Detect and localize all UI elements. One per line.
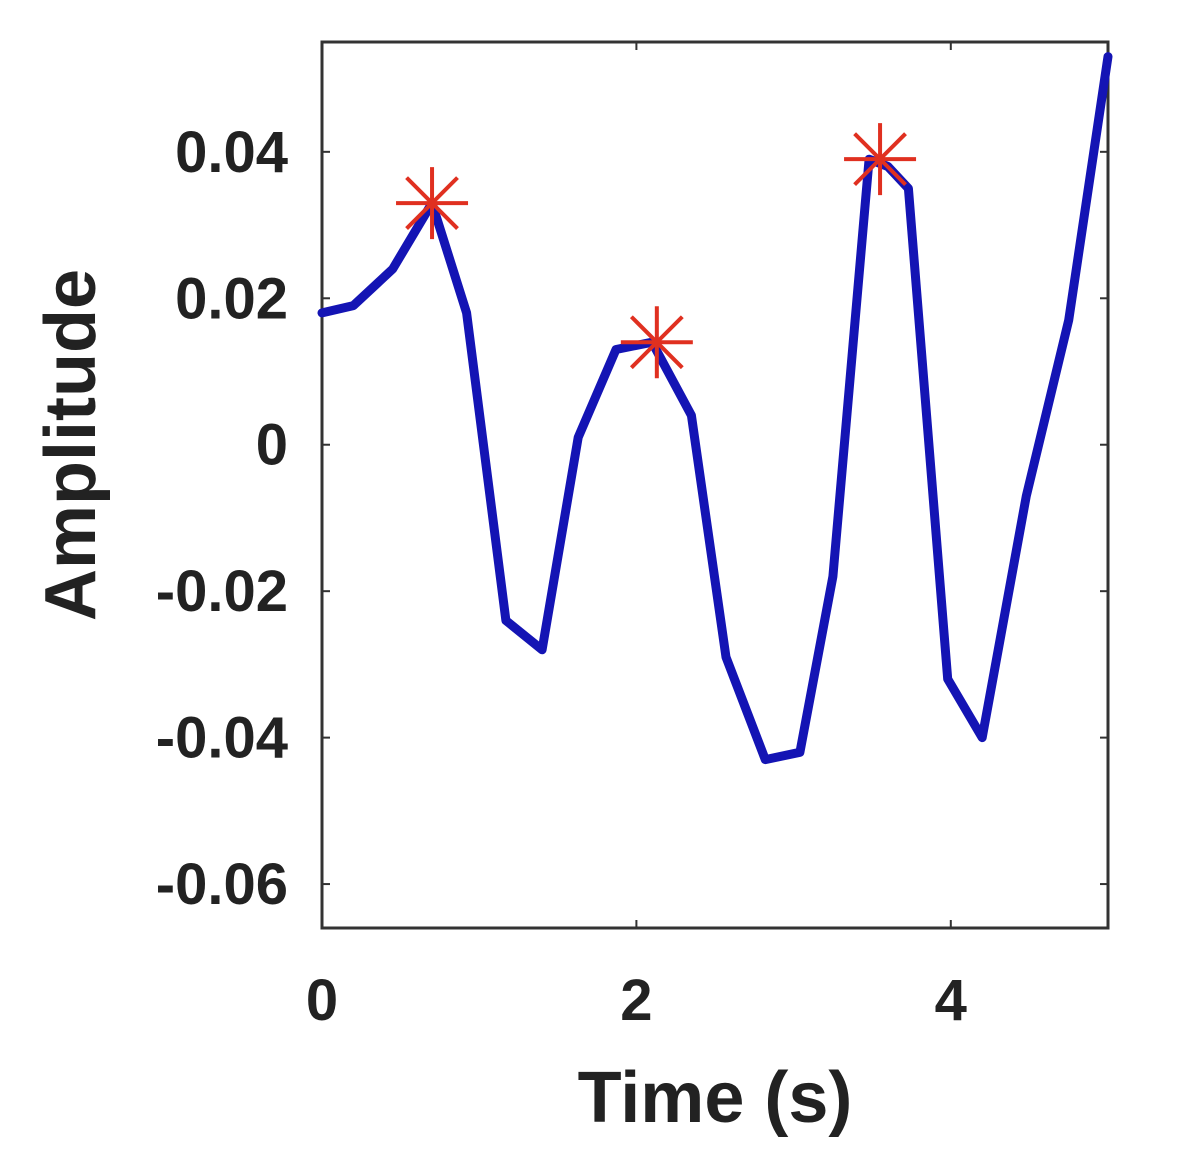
peak-marker-stroke [405,176,459,230]
y-tick-label: 0.02 [175,266,288,331]
axes-frame [320,40,1110,930]
y-axis-label: Amplitude [31,269,111,621]
y-tick-label: -0.02 [156,559,288,624]
series-line [317,52,1113,765]
x-tick-label: 0 [306,968,338,1033]
x-tick-label: 2 [620,968,652,1033]
plot-area [317,40,1113,930]
x-axis-label: Time (s) [578,1058,853,1138]
y-tick-label: 0 [256,413,288,478]
peak-marker [620,306,693,379]
peak-marker [396,167,469,240]
x-tick-label: 4 [935,968,967,1033]
peak-marker [844,123,917,196]
peak-marker-stroke [629,315,684,370]
y-tick-label: -0.06 [156,852,288,917]
x-tick-labels: 0 2 4 [306,968,967,1033]
y-tick-labels: 0.04 0.02 0 -0.02 -0.04 -0.06 [156,120,288,917]
y-tick-label: 0.04 [175,120,288,185]
peak-marker-stroke [853,132,907,187]
y-tick-label: -0.04 [156,706,288,771]
